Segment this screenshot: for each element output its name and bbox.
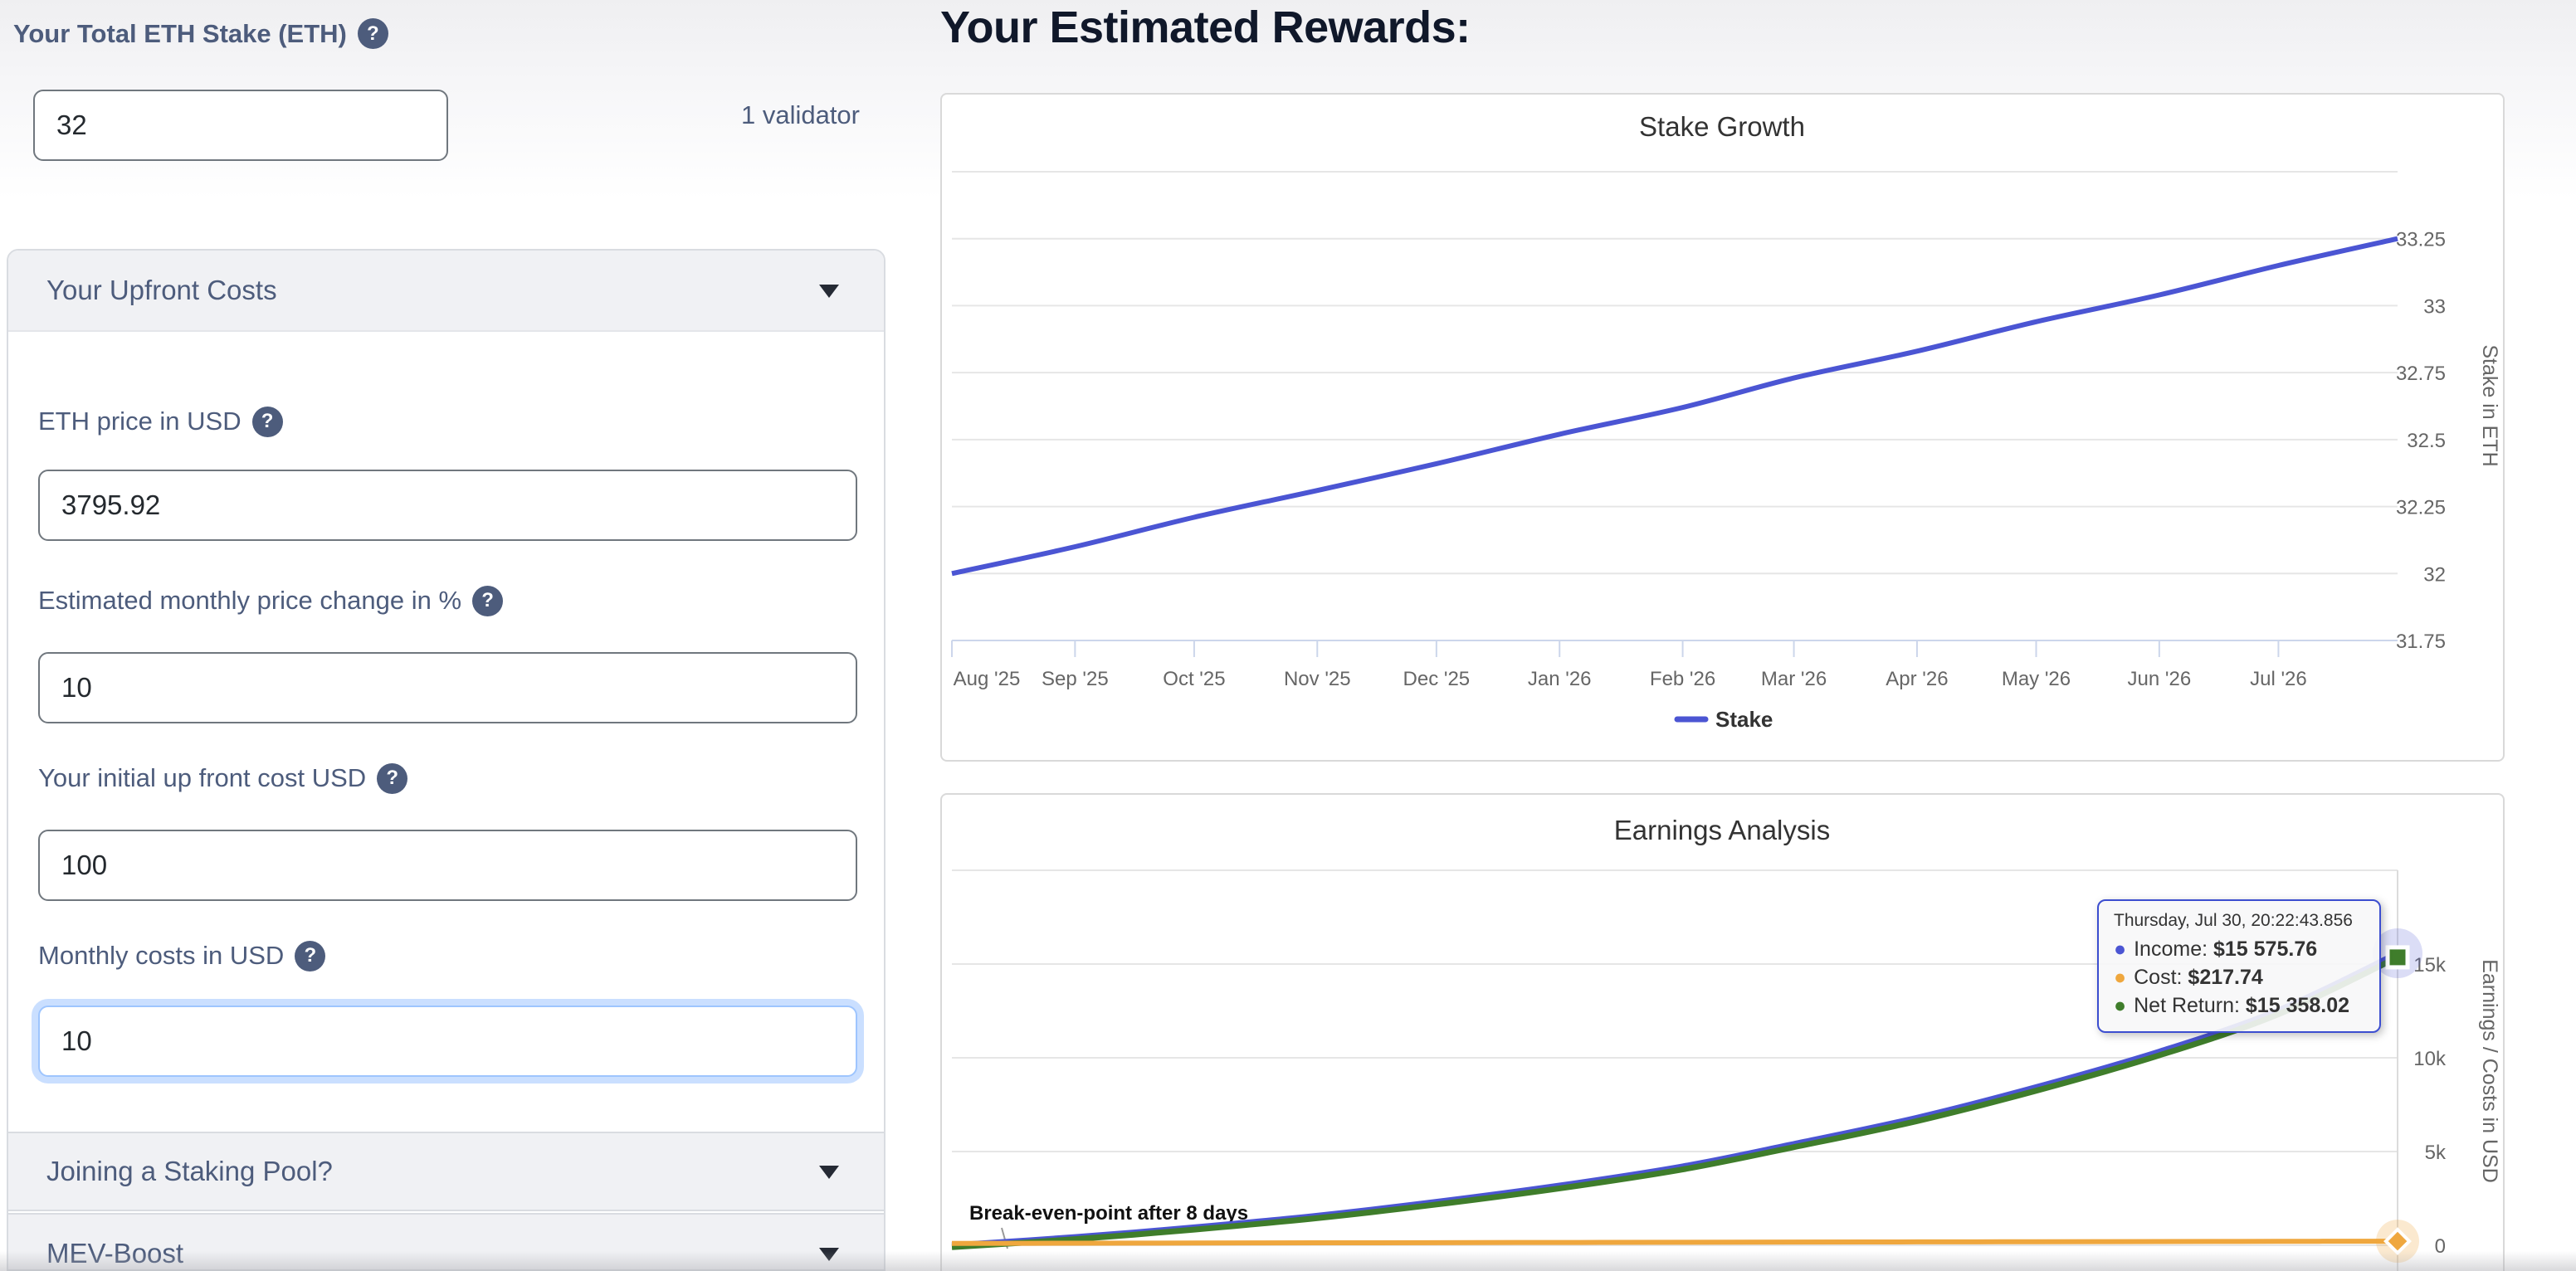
series-cost-line [951,1239,2398,1246]
stake-growth-chart: Stake Growth 31.75 32 32.25 32.5 32.75 33 33.25… [951,111,2501,732]
series-stake-line [951,236,2398,577]
tooltip-label: Income: [2134,937,2208,961]
help-icon[interactable]: ? [472,585,504,616]
tooltip-row-cost: ● Cost: $217.74 [2114,963,2364,991]
stake-growth-chart-card: Stake Growth 31.75 32 32.25 32.5 32.75 33 33.25… [940,93,2505,762]
series-net-return-line [951,954,2399,1250]
legend-item-stake[interactable]: Stake [1674,707,1773,732]
y-axis-title: Stake in ETH [2478,344,2501,466]
stake-label: Your Total ETH Stake (ETH) [13,18,347,48]
price-change-input[interactable] [38,652,857,723]
chart-title: Stake Growth [1639,111,1805,142]
earnings-analysis-chart: Earnings Analysis 0 5k 10k 15k Earnings / Cos… [951,815,2501,1271]
series-dot-icon: ● [2114,994,2127,1017]
help-icon[interactable]: ? [295,940,326,972]
upfront-cost-input[interactable] [38,830,857,901]
chevron-down-icon [819,1166,839,1179]
tooltip-row-net-return: ● Net Return: $15 358.02 [2114,991,2364,1020]
field-label-text: ETH price in USD [38,407,242,436]
section-upfront-costs-label: Your Upfront Costs [46,275,277,305]
x-axis-label: Feb '26 [1650,668,1715,690]
x-axis-label: Apr '26 [1886,668,1948,690]
y-axis-label: 32.5 [2407,430,2446,452]
help-icon[interactable]: ? [377,762,408,794]
help-icon[interactable]: ? [251,406,283,437]
chart-title: Earnings Analysis [1614,815,1830,845]
series-dot-icon: ● [2114,966,2127,989]
annotation-break-even: Break-even-point after 8 days [969,1202,1248,1225]
x-axis-label: Mar '26 [1761,668,1827,690]
series-dot-icon: ● [2114,937,2127,961]
section-upfront-costs[interactable]: Your Upfront Costs [8,251,884,332]
x-axis-label: Sep '25 [1042,668,1109,690]
chevron-down-icon [819,285,839,298]
x-axis-label: Aug '25 [954,668,1021,690]
tooltip-label: Net Return: [2134,994,2240,1017]
x-axis-label: Oct '25 [1163,668,1225,690]
field-label-eth-price: ETH price in USD ? [38,403,283,440]
y-axis-label: 32.25 [2396,497,2446,519]
section-mev-boost-label: MEV-Boost [46,1238,184,1269]
x-axis-label: Jan '26 [1528,668,1592,690]
y-axis-label: 32 [2423,563,2446,586]
eth-price-input[interactable] [38,470,857,541]
field-label-price-change: Estimated monthly price change in % ? [38,582,504,619]
section-staking-pool-label: Joining a Staking Pool? [46,1156,333,1186]
tooltip-row-income: ● Income: $15 575.76 [2114,935,2364,963]
x-axis-label: Jul '26 [2250,668,2307,690]
y-axis-label: 33.25 [2396,229,2446,251]
page-title: Your Estimated Rewards: [940,2,1471,52]
x-axis-label: May '26 [2002,668,2071,690]
validator-count: 1 validator [740,100,860,129]
tooltip-value: $15 575.76 [2213,937,2318,961]
earnings-analysis-chart-card: Earnings Analysis 0 5k 10k 15k Earnings / Cos… [940,793,2505,1271]
chevron-down-icon [819,1248,839,1261]
legend-label: Stake [1715,707,1773,732]
field-label-upfront-cost: Your initial up front cost USD ? [38,760,408,796]
marker-net-return[interactable] [2385,945,2410,970]
marker-cost[interactable] [2383,1227,2412,1256]
y-axis-title: Earnings / Costs in USD [2478,959,2501,1183]
field-label-text: Monthly costs in USD [38,941,285,970]
help-icon[interactable]: ? [357,18,388,49]
tooltip-header: Thursday, Jul 30, 20:22:43.856 [2114,911,2353,930]
y-axis-label: 31.75 [2396,631,2446,653]
field-label-text: Your initial up front cost USD [38,763,367,792]
settings-accordion: Your Upfront Costs ETH price in USD ? Es… [7,249,886,1271]
y-axis-label: 33 [2423,295,2446,318]
stake-input[interactable] [33,90,448,161]
x-axis-label: Dec '25 [1403,668,1471,690]
field-label-text: Estimated monthly price change in % [38,586,462,615]
y-axis-label: 10k [2413,1048,2447,1070]
y-axis-label: 5k [2425,1142,2447,1164]
y-axis-label: 0 [2435,1235,2446,1258]
chart-tooltip: Thursday, Jul 30, 20:22:43.856 ● Income: … [2097,899,2381,1033]
x-axis-label: Nov '25 [1284,668,1351,690]
tooltip-value: $217.74 [2188,966,2263,989]
monthly-costs-input[interactable] [38,1006,857,1077]
tooltip-value: $15 358.02 [2245,994,2350,1017]
y-axis-label: 15k [2413,954,2447,976]
section-staking-pool[interactable]: Joining a Staking Pool? [8,1132,884,1211]
y-axis-label: 32.75 [2396,363,2446,385]
field-label-monthly-costs: Monthly costs in USD ? [38,937,326,974]
tooltip-label: Cost: [2134,966,2183,989]
section-mev-boost[interactable]: MEV-Boost [8,1213,884,1269]
stake-label-row: Your Total ETH Stake (ETH) ? [13,18,388,49]
x-axis-label: Jun '26 [2128,668,2192,690]
